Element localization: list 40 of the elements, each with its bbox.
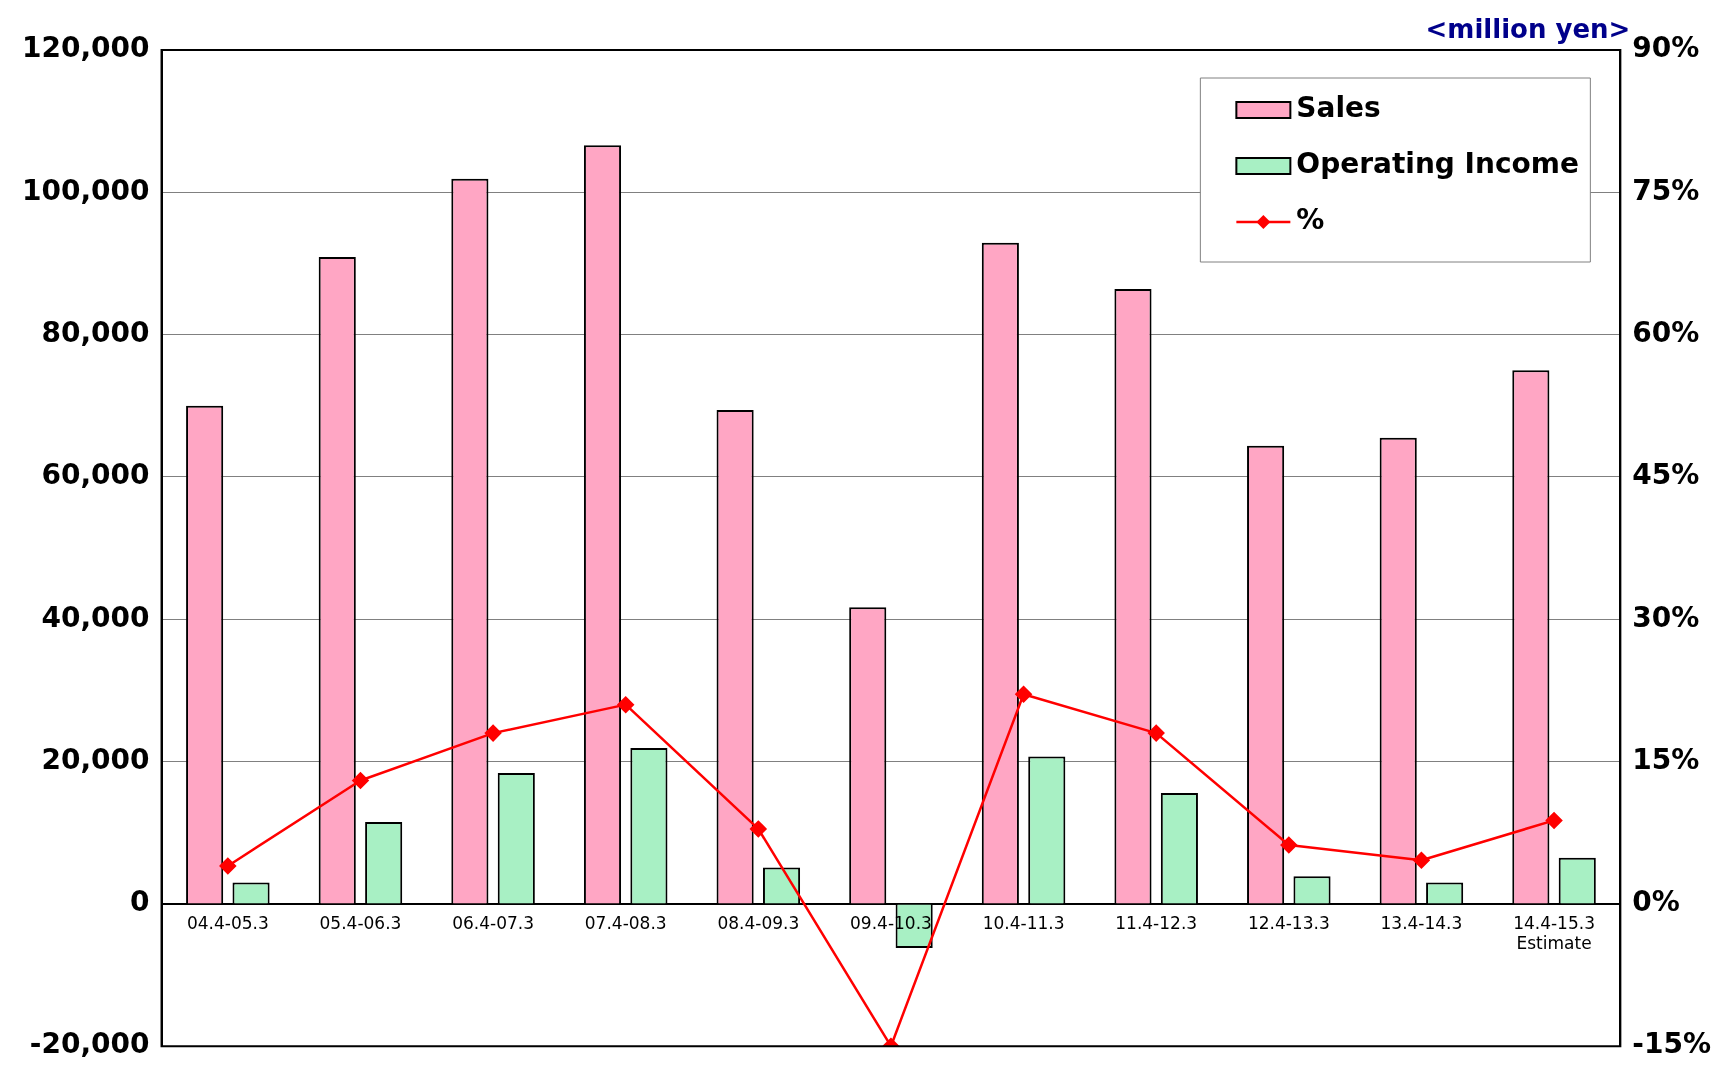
x-tick-label: 08.4-09.3: [717, 912, 800, 933]
y2-tick-label: 90%: [1632, 31, 1700, 65]
y-tick-label: 120,000: [22, 31, 150, 65]
y2-tick-label: 60%: [1632, 315, 1700, 349]
x-tick-label: 05.4-06.3: [319, 912, 402, 933]
point: [750, 820, 767, 838]
y-tick-label: 100,000: [22, 173, 150, 207]
x-tick-label: 10.4-11.3: [982, 912, 1065, 933]
y-tick-label: 80,000: [41, 315, 150, 349]
text: <million yen>: [1425, 13, 1631, 44]
y-tick-label: -20,000: [29, 1027, 150, 1061]
y2-tick-label: 0%: [1632, 885, 1680, 919]
point: [1147, 724, 1165, 742]
y2-tick-label: 15%: [1632, 742, 1700, 776]
legend-label: Sales: [1296, 91, 1381, 125]
x-tick-label: 14.4-15.3 Estimate: [1513, 912, 1595, 953]
y-tick-label: 0: [130, 885, 150, 919]
y2-tick-label: -15%: [1632, 1027, 1711, 1061]
point: [484, 724, 502, 742]
point: [617, 696, 634, 713]
x-tick-label: 11.4-12.3: [1115, 912, 1198, 933]
point: [1280, 836, 1298, 854]
y-tick-label: 20,000: [41, 742, 150, 776]
y2-tick-label: 75%: [1632, 173, 1700, 207]
y-tick-label: 60,000: [41, 458, 150, 492]
y2-tick-label: 45%: [1632, 458, 1700, 492]
legend-label: %: [1296, 203, 1325, 237]
x-tick-label: 13.4-14.3: [1380, 912, 1463, 933]
x-tick-label: 07.4-08.3: [584, 912, 667, 933]
x-tick-label: 04.4-05.3: [186, 912, 269, 933]
y-tick-label: 40,000: [41, 600, 150, 634]
x-tick-label: 12.4-13.3: [1247, 912, 1330, 933]
legend-label: Operating Income: [1296, 147, 1579, 181]
point: [352, 772, 369, 789]
point: [1413, 851, 1430, 869]
point: [219, 857, 237, 875]
x-tick-label: 06.4-07.3: [452, 912, 535, 933]
y2-tick-label: 30%: [1632, 600, 1700, 634]
point: [1545, 812, 1563, 829]
point: [1015, 685, 1032, 703]
